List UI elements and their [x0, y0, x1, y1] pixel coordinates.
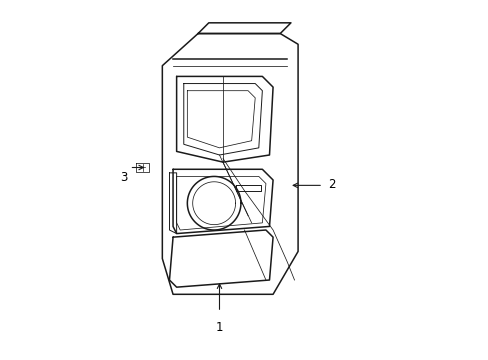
Text: 2: 2 [328, 178, 335, 191]
Text: 3: 3 [120, 171, 127, 184]
Text: 1: 1 [215, 321, 223, 334]
